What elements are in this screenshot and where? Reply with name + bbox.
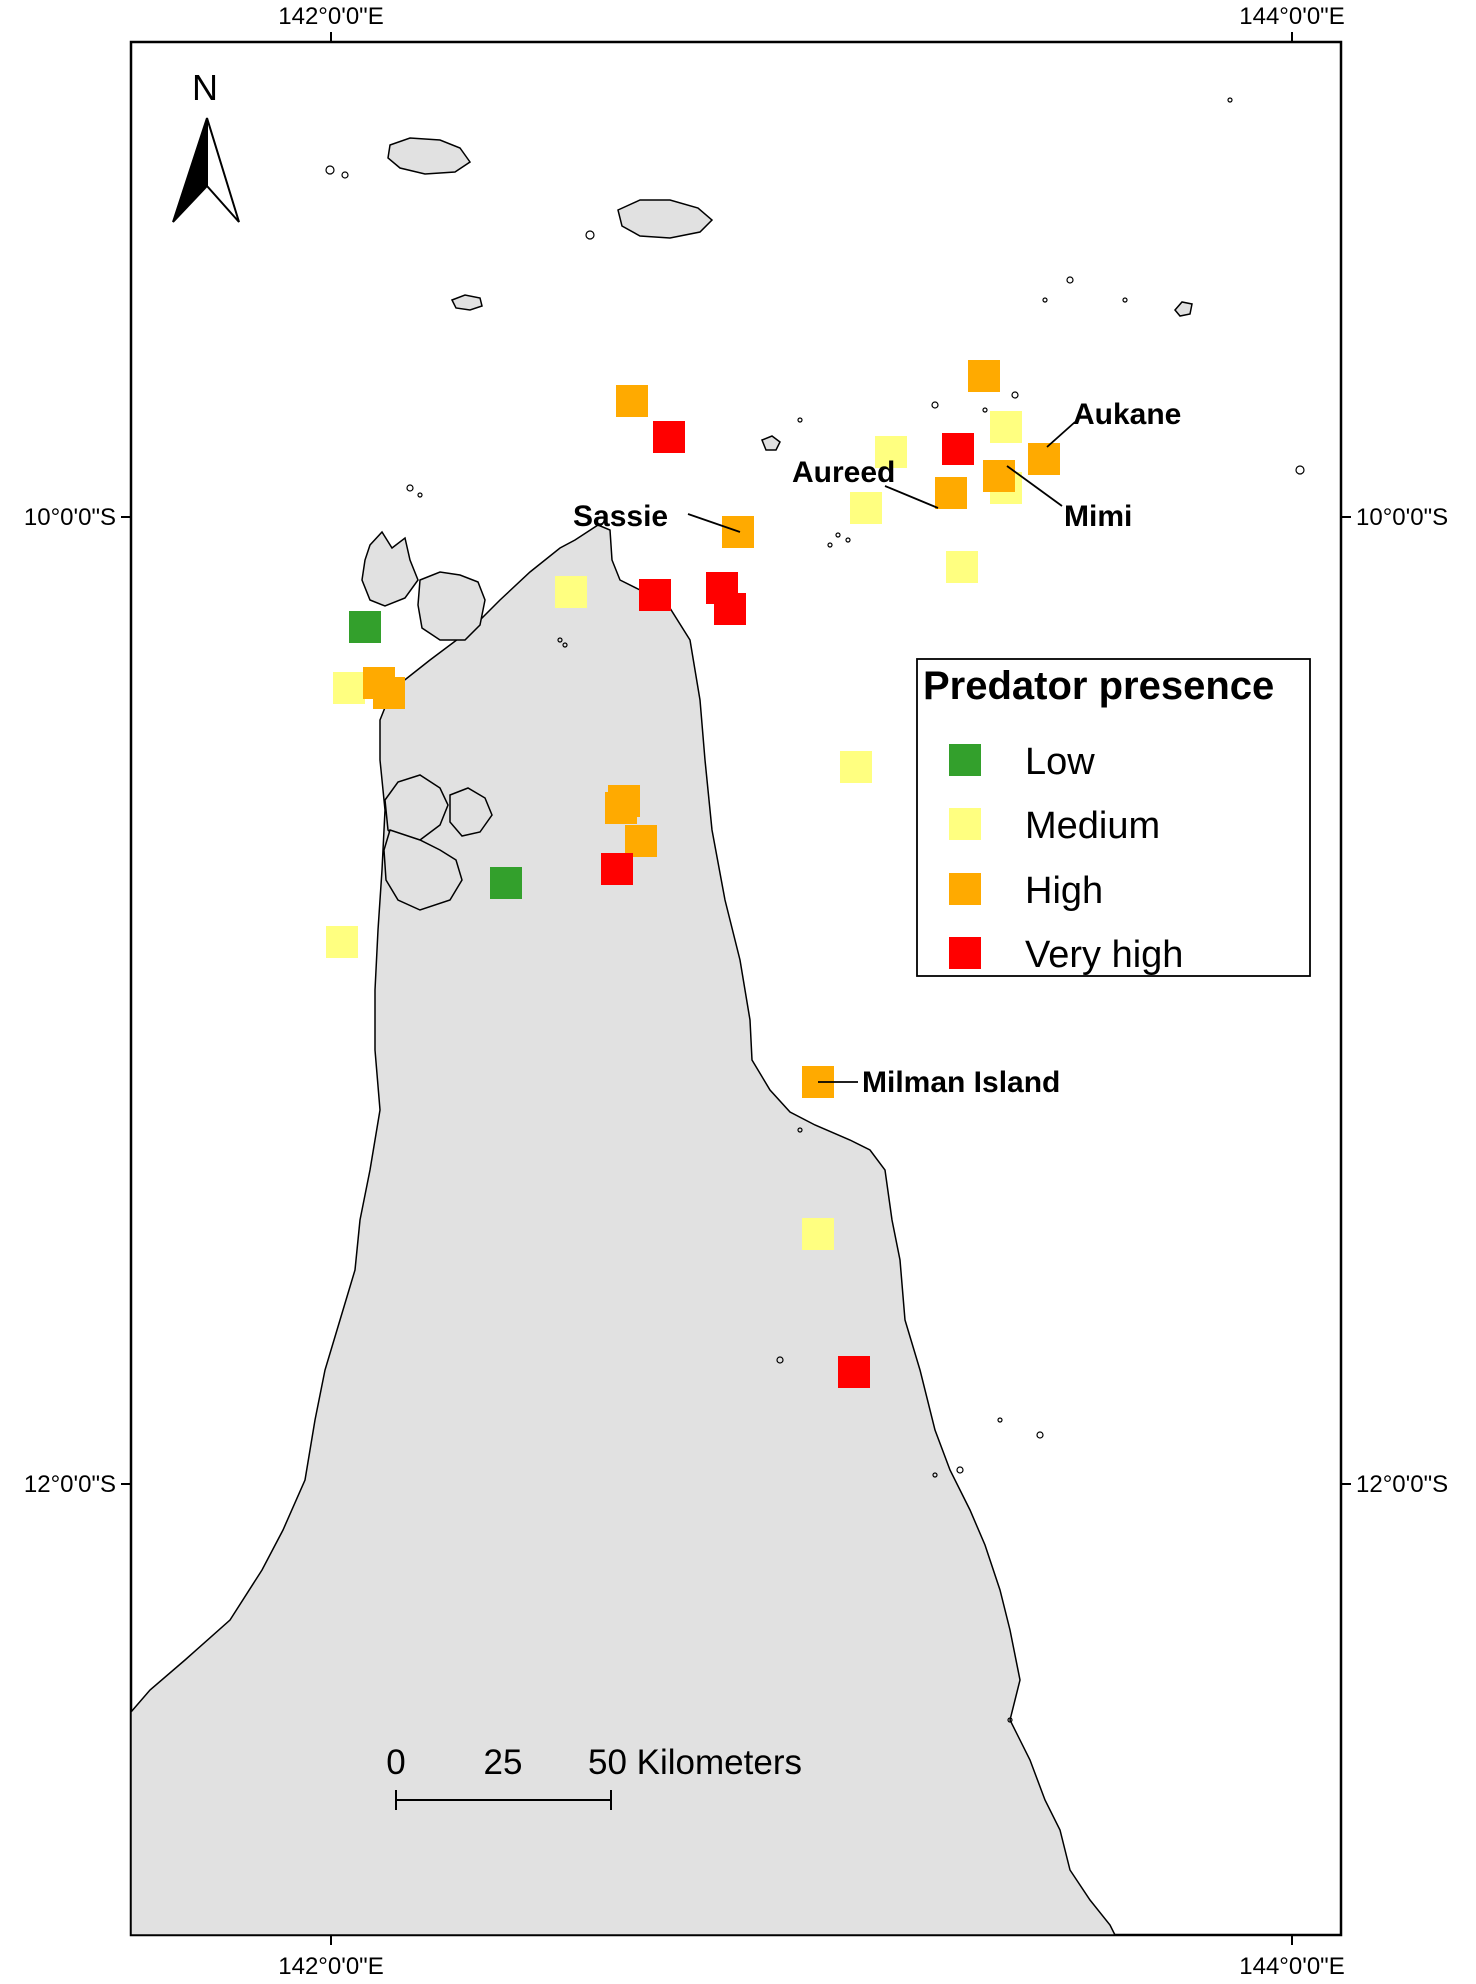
site-marker-medium (990, 411, 1022, 443)
island-moa (417, 571, 486, 641)
site-marker-medium (875, 436, 907, 468)
island-horn (449, 787, 493, 837)
site-marker-high (935, 477, 967, 509)
legend-box (916, 658, 1311, 977)
leader-line-mimi (1006, 465, 1063, 507)
site-marker-high (1028, 443, 1060, 475)
island-small-west (450, 294, 483, 311)
legend-swatch-very-high (949, 937, 981, 969)
legend-swatch-low (949, 744, 981, 776)
legend-swatch-high (949, 873, 981, 905)
site-labels: Aukane Aureed Mimi Sassie Milman Island (573, 398, 1181, 1099)
legend: Predator presence Low Medium High Very h… (916, 658, 1311, 977)
north-arrow-right-half (206, 117, 240, 223)
site-marker-medium (326, 926, 358, 958)
site-marker-low (490, 867, 522, 899)
site-marker-medium (802, 1218, 834, 1250)
site-marker-very-high (653, 421, 685, 453)
site-marker-medium (946, 551, 978, 583)
island-yorke (761, 435, 781, 451)
legend-label-very-high: Very high (1025, 934, 1183, 976)
site-marker-very-high (601, 853, 633, 885)
scale-label-0: 0 (386, 1743, 405, 1782)
site-marker-high (983, 460, 1015, 492)
site-label-aureed: Aureed (792, 456, 895, 489)
legend-label-medium: Medium (1025, 805, 1160, 847)
leader-line-aureed (884, 485, 939, 509)
lat-label-right-10: 10°0'0"S (1356, 504, 1448, 531)
graticule: 142°0'0"E 144°0'0"E 142°0'0"E 144°0'0"E … (24, 3, 1448, 1980)
lon-label-top-142: 142°0'0"E (278, 3, 383, 30)
site-label-milman-island: Milman Island (862, 1066, 1060, 1099)
lat-label-left-12: 12°0'0"S (24, 1471, 116, 1498)
lat-label-left-10: 10°0'0"S (24, 504, 116, 531)
site-marker-medium (840, 751, 872, 783)
site-label-mimi: Mimi (1064, 500, 1132, 533)
site-marker-very-high (838, 1356, 870, 1388)
site-marker-high (616, 385, 648, 417)
site-markers (326, 360, 1060, 1388)
site-marker-high (625, 825, 657, 857)
legend-title: Predator presence (923, 664, 1274, 708)
island-saibai (387, 137, 472, 175)
site-marker-high (968, 360, 1000, 392)
site-marker-low (349, 611, 381, 643)
north-arrow: N (172, 67, 240, 223)
site-label-aukane: Aukane (1073, 398, 1181, 431)
lon-label-top-144: 144°0'0"E (1239, 3, 1344, 30)
lon-label-bottom-144: 144°0'0"E (1239, 1953, 1344, 1980)
scale-label-25: 25 (484, 1743, 523, 1782)
legend-label-low: Low (1025, 741, 1095, 783)
leader-line-aukane (1046, 421, 1076, 448)
legend-swatch-medium (949, 808, 981, 840)
site-marker-medium (333, 672, 365, 704)
lat-label-right-12: 12°0'0"S (1356, 1471, 1448, 1498)
site-marker-high (373, 677, 405, 709)
leader-line-sassie (687, 513, 741, 533)
site-marker-medium (555, 576, 587, 608)
island-east-small (1174, 301, 1193, 317)
north-arrow-label: N (192, 67, 218, 108)
site-label-sassie: Sassie (573, 500, 668, 533)
scale-bar: 0 25 50 Kilometers (386, 1743, 802, 1810)
site-marker-medium (850, 492, 882, 524)
island-hammond (383, 829, 463, 911)
site-marker-very-high (942, 433, 974, 465)
island-prince-of-wales (361, 530, 419, 607)
island-boigu (617, 199, 714, 239)
leader-lines (687, 421, 1076, 1083)
land-layer (130, 137, 1193, 1936)
lon-label-bottom-142: 142°0'0"E (278, 1953, 383, 1980)
site-marker-very-high (714, 593, 746, 625)
site-marker-very-high (639, 579, 671, 611)
scale-label-50-km: 50 Kilometers (588, 1743, 802, 1782)
legend-label-high: High (1025, 870, 1103, 912)
mainland-cape-york (130, 524, 1117, 1936)
site-marker-high (608, 785, 640, 817)
